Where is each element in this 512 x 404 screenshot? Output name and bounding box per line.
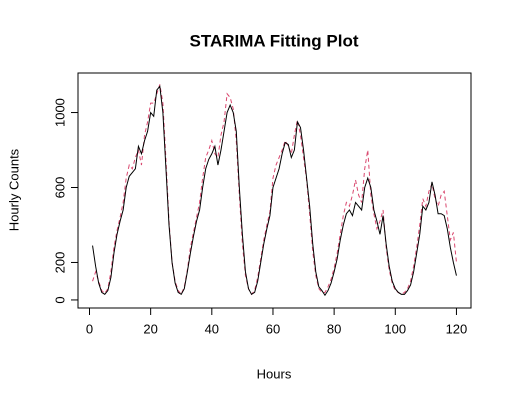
y-tick-label: 200 xyxy=(52,252,67,274)
chart-title: STARIMA Fitting Plot xyxy=(189,31,358,50)
y-tick-label: 600 xyxy=(52,177,67,199)
y-tick-label: 0 xyxy=(52,296,67,303)
x-tick-label: 100 xyxy=(384,321,406,336)
series-line xyxy=(92,85,457,297)
x-axis-label: Hours xyxy=(257,366,292,381)
x-tick-label: 120 xyxy=(446,321,468,336)
series-line xyxy=(92,84,457,296)
x-tick-label: 20 xyxy=(143,321,157,336)
y-tick-label: 1000 xyxy=(52,98,67,127)
plot-box xyxy=(77,72,472,309)
x-tick-label: 40 xyxy=(205,321,219,336)
x-tick-label: 0 xyxy=(86,321,93,336)
y-axis-label: Hourly Counts xyxy=(6,148,21,231)
x-tick-label: 60 xyxy=(266,321,280,336)
x-tick-label: 80 xyxy=(327,321,341,336)
